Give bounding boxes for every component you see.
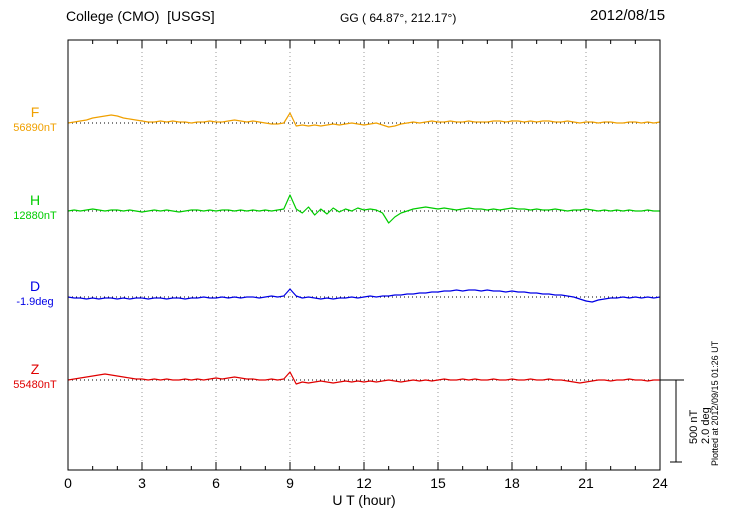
channel-letter-D: D — [29, 278, 41, 294]
x-tick-label: 0 — [64, 475, 72, 491]
x-tick-label: 12 — [356, 475, 372, 491]
x-tick-label: 21 — [578, 475, 594, 491]
channel-letter-F: F — [30, 104, 40, 120]
x-tick-label: 3 — [138, 475, 146, 491]
geographic-coords: GG ( 64.87°, 212.17°) — [340, 11, 457, 25]
trace-Z — [67, 371, 660, 385]
channel-baseline-D: -1.9deg — [16, 296, 54, 308]
x-tick-label: 24 — [652, 475, 668, 491]
trace-D — [67, 288, 661, 303]
channel-letter-H: H — [29, 192, 41, 208]
channel-baseline-F: 56890nT — [13, 122, 57, 134]
channel-label-H: H 12880nT — [6, 193, 64, 222]
channel-label-F: F 56890nT — [6, 105, 64, 134]
channel-label-Z: Z 55480nT — [6, 362, 64, 391]
x-tick-label: 9 — [286, 475, 294, 491]
plot-border — [67, 39, 661, 471]
scale-bar-labels: 500 nT 2.0 deg — [688, 407, 712, 444]
trace-F — [67, 112, 661, 128]
station-title: College (CMO) [USGS] — [66, 8, 215, 24]
x-tick-label: 18 — [504, 475, 520, 491]
plotted-at-footnote: Plotted at 2012/09/15 01:26 UT — [710, 340, 720, 466]
channel-baseline-Z: 55480nT — [13, 379, 57, 391]
x-axis-label: U T (hour) — [332, 492, 396, 508]
trace-H — [67, 194, 660, 224]
channel-letter-Z: Z — [30, 361, 40, 377]
x-tick-label: 6 — [212, 475, 220, 491]
plot-date: 2012/08/15 — [590, 7, 666, 24]
scale-bar-nt-label: 500 nT — [688, 409, 700, 444]
channel-baseline-H: 12880nT — [13, 210, 57, 222]
channel-label-D: D -1.9deg — [6, 279, 64, 308]
x-tick-label: 15 — [430, 475, 446, 491]
